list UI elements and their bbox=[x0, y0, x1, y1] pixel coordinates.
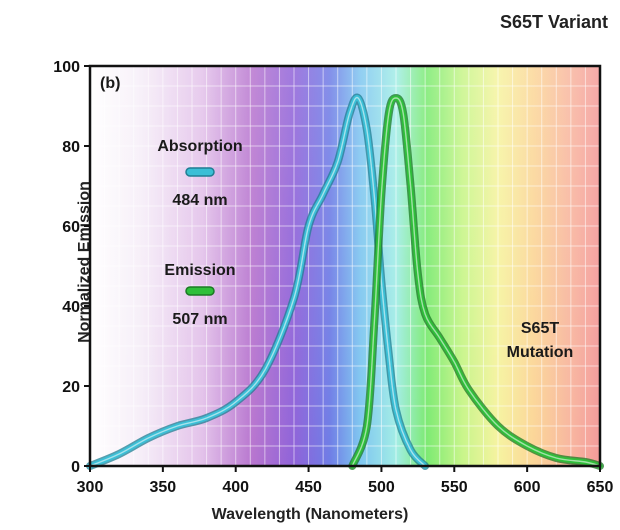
series-emission-highlight bbox=[351, 97, 601, 467]
y-tick-label: 80 bbox=[62, 139, 80, 156]
x-axis-label: Wavelength (Nanometers) bbox=[211, 506, 409, 523]
y-tick-label: 60 bbox=[62, 219, 80, 236]
absorption-peak-label: 484 nm bbox=[172, 192, 227, 209]
emission-legend-label: Emission bbox=[164, 262, 235, 279]
y-tick-label: 20 bbox=[62, 379, 80, 396]
annotation-layer: (b) Absorption 484 nm Emission 507 nm S65T Mut… bbox=[100, 75, 573, 361]
absorption-legend-label: Absorption bbox=[157, 138, 242, 155]
x-tick-label: 500 bbox=[368, 479, 395, 496]
series-absorption bbox=[86, 93, 430, 470]
series-absorption-highlight bbox=[89, 96, 426, 467]
y-tick-label: 100 bbox=[53, 59, 80, 76]
x-tick-label: 550 bbox=[441, 479, 468, 496]
absorption-legend-swatch bbox=[185, 167, 215, 177]
mutation-annotation-line2: Mutation bbox=[507, 344, 574, 361]
emission-legend-swatch bbox=[185, 286, 215, 296]
chart-title: S65T Variant bbox=[499, 12, 608, 32]
grid-lines bbox=[90, 66, 600, 466]
plot-frame bbox=[88, 64, 602, 468]
x-tick-label: 350 bbox=[150, 479, 177, 496]
x-tick-label: 650 bbox=[587, 479, 614, 496]
y-tick-label: 0 bbox=[71, 459, 80, 476]
x-tick-label: 450 bbox=[295, 479, 322, 496]
x-tick-label: 400 bbox=[222, 479, 249, 496]
x-tick-label: 600 bbox=[514, 479, 541, 496]
y-tick-label: 40 bbox=[62, 299, 80, 316]
panel-label: (b) bbox=[100, 75, 120, 92]
mutation-annotation-line1: S65T bbox=[521, 320, 559, 337]
series-emission bbox=[348, 94, 604, 470]
series-layer bbox=[86, 93, 604, 470]
axis-layer: 300 350 400 450 500 550 600 650 0 20 40 60 80 100 bbox=[53, 59, 613, 496]
emission-peak-label: 507 nm bbox=[172, 311, 227, 328]
x-tick-label: 300 bbox=[77, 479, 104, 496]
